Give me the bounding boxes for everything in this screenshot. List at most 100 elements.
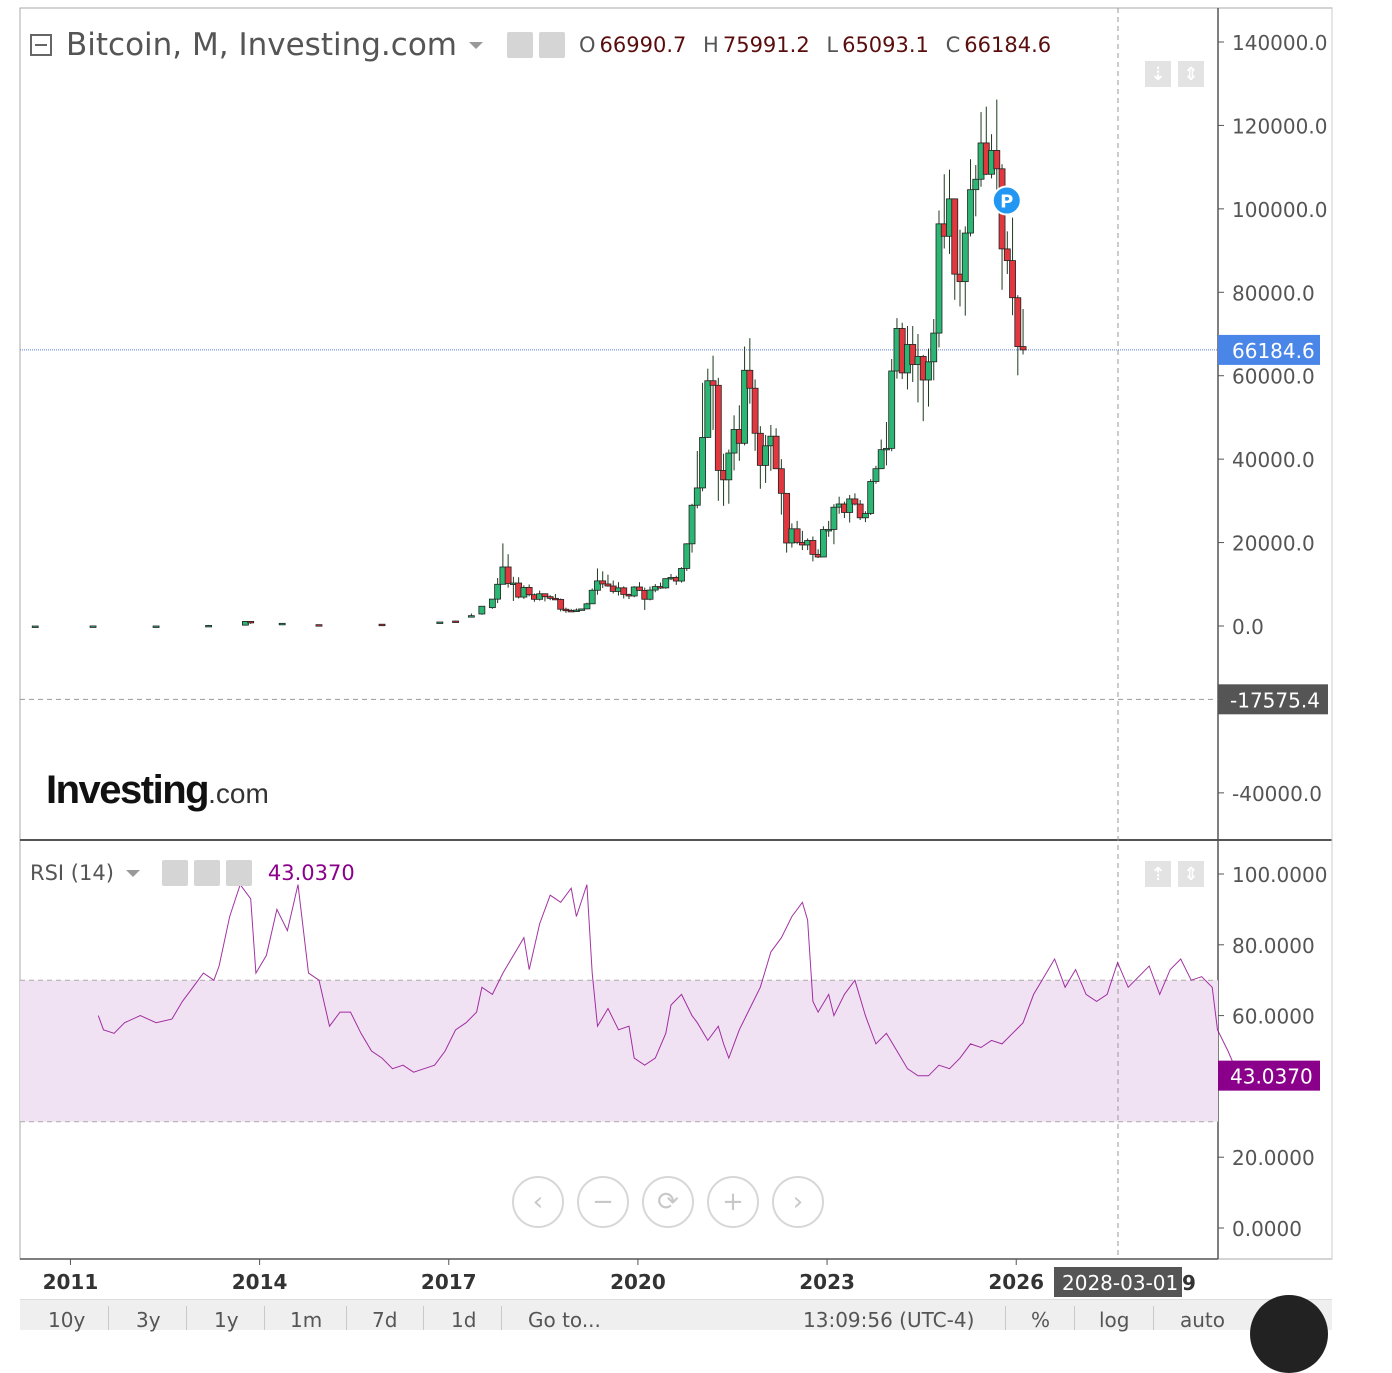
auto-scale-button[interactable]: auto	[1180, 1308, 1226, 1332]
rsi-scroll-both-icon[interactable]: ⇕	[1178, 861, 1204, 887]
candle	[699, 382, 706, 492]
eye-icon[interactable]	[506, 32, 533, 58]
candle	[620, 586, 628, 599]
candle-body	[525, 587, 533, 596]
ohlc-readout: O 66990.7 H 75991.2 L 65093.1 C 66184.6	[579, 33, 1061, 57]
crosshair-price-label: -17575.4	[1230, 688, 1320, 712]
time-tick-label-partial: 9	[1182, 1271, 1196, 1295]
rsi-chevron-down-icon[interactable]	[125, 869, 140, 877]
scroll-right-button[interactable]: ›	[772, 1176, 824, 1228]
range-7d-button[interactable]: 7d	[372, 1308, 398, 1332]
candle	[646, 586, 654, 601]
candle-body	[851, 498, 859, 505]
rsi-eye-icon[interactable]	[161, 860, 188, 886]
crosshair-price-badge	[1218, 684, 1328, 715]
candle-body	[620, 587, 628, 595]
gear-icon[interactable]	[538, 32, 565, 58]
candle	[604, 574, 612, 587]
collapse-legend-icon[interactable]	[30, 34, 52, 56]
candle-body	[378, 623, 386, 627]
candle-body	[888, 370, 896, 449]
rsi-tick-label: 0.0000	[1232, 1217, 1302, 1241]
candle-body	[819, 529, 827, 558]
candle	[709, 355, 717, 430]
time-tick-label: 2011	[43, 1270, 99, 1294]
candle-body	[494, 583, 502, 600]
rsi-gear-icon[interactable]	[193, 860, 220, 886]
price-tick-label: 40000.0	[1232, 448, 1315, 472]
candle-body	[594, 580, 601, 591]
candle	[546, 595, 554, 601]
candle-body	[599, 580, 607, 585]
candle-body	[436, 621, 444, 624]
crosshair-time-badge	[1054, 1267, 1182, 1297]
range-1y-button[interactable]: 1y	[214, 1308, 239, 1332]
range-10y-button[interactable]: 10y	[48, 1308, 86, 1332]
range-3y-button[interactable]: 3y	[136, 1308, 161, 1332]
candle	[935, 210, 943, 348]
candle-body	[315, 624, 323, 627]
candle-body	[1003, 248, 1011, 261]
ohlc-close-value: 66184.6	[964, 33, 1052, 57]
rsi-title: RSI (14)	[30, 861, 114, 885]
candle	[599, 571, 607, 589]
price-tick-label: 140000.0	[1232, 31, 1327, 55]
chat-bubble-button[interactable]	[1250, 1295, 1328, 1373]
candle-body	[693, 487, 701, 506]
goto-button[interactable]: Go to...	[528, 1308, 601, 1332]
candle	[862, 511, 869, 523]
candle	[746, 338, 754, 404]
scroll-down-icon[interactable]: ⇣	[1145, 61, 1171, 87]
reset-button[interactable]: ⟳	[642, 1176, 694, 1228]
rsi-close-icon[interactable]	[225, 860, 252, 886]
chart-legend: Bitcoin, M, Investing.com O 66990.7 H 7599…	[30, 24, 1061, 66]
candle	[693, 451, 701, 509]
chevron-down-icon[interactable]	[468, 41, 483, 49]
scroll-both-icon[interactable]: ⇕	[1178, 61, 1204, 87]
candle	[888, 359, 896, 452]
range-1m-button[interactable]: 1m	[290, 1308, 323, 1332]
ohlc-high-key: H	[703, 33, 719, 57]
candle-body	[678, 568, 685, 582]
candle	[378, 623, 386, 627]
scroll-left-button[interactable]: ‹	[512, 1176, 564, 1228]
candle-body	[247, 621, 255, 624]
candle-body	[772, 435, 780, 470]
candle	[772, 428, 780, 470]
candle	[562, 607, 570, 613]
candle	[972, 165, 980, 217]
zoom-in-button[interactable]: +	[707, 1176, 759, 1228]
candle-body	[604, 583, 612, 587]
price-tick-label: 60000.0	[1232, 365, 1315, 389]
candle-body	[883, 447, 890, 451]
candle-body	[877, 449, 885, 470]
percent-scale-button[interactable]: %	[1031, 1308, 1051, 1332]
log-scale-button[interactable]: log	[1099, 1308, 1130, 1332]
candle	[783, 492, 791, 553]
candle	[504, 554, 512, 588]
zoom-out-button[interactable]: −	[577, 1176, 629, 1228]
rsi-last-badge-label: 43.0370	[1230, 1065, 1313, 1089]
price-tick-label: 20000.0	[1232, 532, 1315, 556]
candle-body	[578, 608, 586, 611]
rsi-value: 43.0370	[267, 861, 355, 885]
candle-body	[573, 609, 580, 612]
candle	[725, 449, 733, 504]
candle-body	[825, 529, 833, 532]
candle-body	[583, 603, 591, 610]
chart-canvas[interactable]: 140000.0 120000.0 100000.0 80000.0 60000.0 40…	[0, 0, 1392, 1329]
candle-body	[830, 506, 838, 530]
candle	[856, 500, 864, 521]
candle	[714, 377, 722, 501]
candle	[951, 198, 959, 300]
candle-body	[777, 468, 785, 494]
rsi-tick-label: 60.0000	[1232, 1005, 1315, 1029]
candle-body	[636, 586, 643, 591]
range-1d-button[interactable]: 1d	[451, 1308, 477, 1332]
candle	[683, 543, 691, 571]
candle	[594, 568, 601, 595]
candle-body	[793, 528, 801, 543]
candle-body	[909, 344, 917, 365]
rsi-scroll-up-icon[interactable]: ⇡	[1145, 861, 1171, 887]
candle-body	[951, 198, 959, 275]
